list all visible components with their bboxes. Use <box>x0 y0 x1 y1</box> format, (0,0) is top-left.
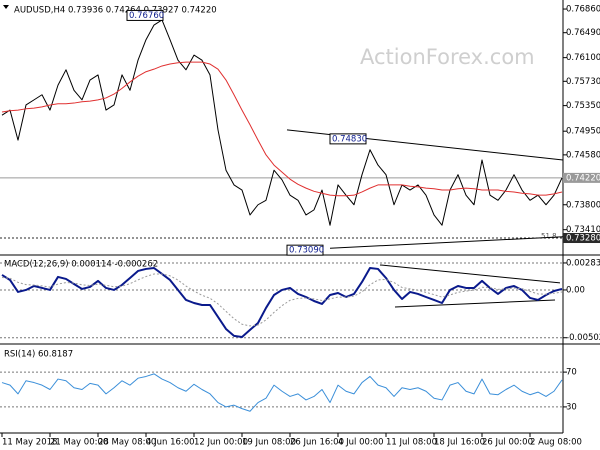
x-tick-label: 11 May 2018 <box>2 438 57 448</box>
panel-title: RSI(14) 60.8187 <box>4 350 73 360</box>
x-tick-label: 2 Aug 08:00 <box>530 438 582 448</box>
panel-title: AUDUSD,H4 0.73936 0.74264 0.73927 0.7422… <box>14 6 217 16</box>
series-line <box>1 373 563 412</box>
x-tick-label: 21 May 00:00 <box>50 438 108 448</box>
y-tick-label: 70 <box>566 368 577 378</box>
y-tick-label: 0.74580 <box>566 150 600 160</box>
series-line <box>1 266 563 338</box>
trendline <box>329 236 564 249</box>
x-tick-label: 12 Jun 00:00 <box>194 438 248 448</box>
level-label: 51.8 <box>541 232 557 240</box>
y-tick-label: 30 <box>566 402 577 412</box>
y-tick-label: 0.74950 <box>566 127 600 137</box>
y-tick-label: 0.75350 <box>566 101 600 111</box>
x-tick-label: 4 Jul 00:00 <box>338 438 384 448</box>
price-label-box <box>563 172 600 183</box>
y-tick-label: 0.73410 <box>566 225 600 235</box>
price-label-box <box>563 233 600 244</box>
annotation-box <box>329 133 367 145</box>
annotation-box <box>286 244 324 256</box>
x-tick-label: 18 Jul 16:00 <box>434 438 485 448</box>
trendline <box>379 264 561 284</box>
y-tick-label: 0.75730 <box>566 77 600 87</box>
trendline <box>394 299 556 308</box>
y-tick-label: 0.76860 <box>566 5 600 15</box>
y-tick-label: 0.73800 <box>566 200 600 210</box>
panel-title: MACD(12,26,9) 0.000114 -0.000262 <box>4 260 158 270</box>
annotation-label: 0.76760 <box>129 11 164 21</box>
watermark: ActionForex.com <box>360 45 535 69</box>
price-label: 0.73280 <box>566 234 600 244</box>
y-tick-label: 0.00 <box>566 285 585 295</box>
x-tick-label: 28 May 08:00 <box>98 438 156 448</box>
price-label: 0.74220 <box>566 173 600 183</box>
y-tick-label: 0.002839 <box>566 258 600 268</box>
y-tick-label: 0.76490 <box>566 28 600 38</box>
x-tick-label: 4 Jun 16:00 <box>146 438 195 448</box>
x-tick-label: 11 Jul 08:00 <box>386 438 437 448</box>
annotation-label: 0.74830 <box>332 134 367 144</box>
y-tick-label: -0.005021 <box>566 333 600 343</box>
annotation-box <box>126 9 164 21</box>
series-line <box>1 19 563 226</box>
annotation-label: 0.73090 <box>289 246 324 256</box>
series-line <box>1 61 563 197</box>
x-tick-label: 26 Jul 00:00 <box>482 438 533 448</box>
x-tick-label: 26 Jun 16:00 <box>290 438 344 448</box>
symbol-menu-icon[interactable] <box>3 5 9 9</box>
y-tick-label: 0.76100 <box>566 53 600 63</box>
x-tick-label: 19 Jun 08:00 <box>242 438 296 448</box>
